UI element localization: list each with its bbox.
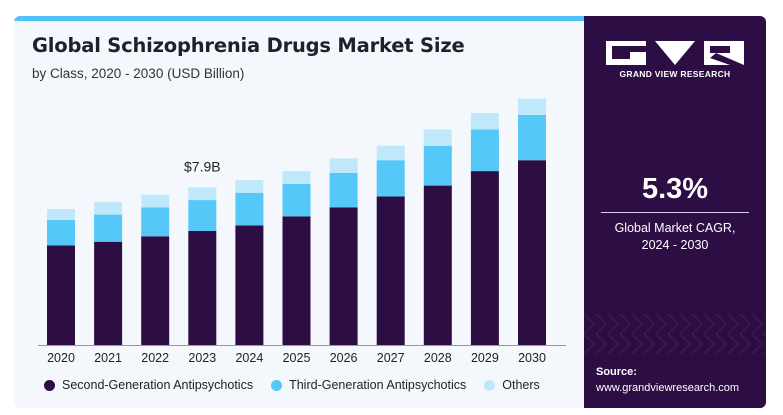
bar-segment-2026-series-2 (329, 172, 358, 208)
bar-segment-2029-series-3 (470, 113, 499, 130)
info-panel: GRAND VIEW RESEARCH 5.3% Global Market C… (584, 16, 766, 408)
bar-segment-2030-series-2 (518, 114, 546, 161)
bar-segment-2023-series-1 (188, 230, 217, 345)
cagr-label-line1: Global Market CAGR, (614, 221, 736, 235)
source-label: Source: (596, 366, 637, 378)
x-tick-label-2029: 2029 (471, 351, 499, 365)
legend-swatch-third-gen (271, 379, 283, 391)
bar-segment-2024-series-1 (235, 225, 264, 345)
bar-segment-2021-series-2 (94, 214, 123, 242)
bar-segment-2028-series-1 (423, 185, 452, 345)
bar-segment-2022-series-1 (141, 236, 170, 345)
legend-swatch-second-gen (44, 379, 55, 391)
source-link[interactable]: www.grandviewresearch.com (596, 382, 740, 394)
legend-swatch-others (484, 379, 496, 391)
cagr-label: Global Market CAGR, 2024 - 2030 (584, 220, 766, 254)
grand-view-research-logo-icon (606, 41, 744, 65)
data-label-2023: $7.9B (184, 158, 221, 174)
legend-item-others: Others (484, 378, 540, 392)
bar-segment-2028-series-3 (423, 129, 452, 146)
bar-segment-2025-series-2 (282, 183, 311, 217)
bar-segment-2025-series-1 (282, 216, 311, 345)
bar-segment-2024-series-2 (235, 192, 264, 226)
x-tick-label-2020: 2020 (47, 351, 75, 365)
legend-label-third-gen: Third-Generation Antipsychotics (289, 378, 467, 392)
bar-segment-2020-series-2 (47, 220, 75, 246)
x-tick-label-2021: 2021 (94, 351, 122, 365)
legend-item-third-gen: Third-Generation Antipsychotics (271, 378, 466, 392)
bar-segment-2030-series-3 (518, 98, 546, 115)
bar-segment-2025-series-3 (282, 171, 311, 184)
legend-label-others: Others (502, 378, 540, 392)
legend: Second-Generation Antipsychotics Third-G… (44, 378, 558, 392)
bar-segment-2026-series-3 (329, 158, 358, 173)
cagr-divider (601, 212, 749, 213)
bar-segment-2020-series-3 (47, 209, 75, 220)
bar-segment-2021-series-3 (94, 201, 123, 215)
decorative-pattern (584, 314, 766, 355)
bar-segment-2022-series-2 (141, 207, 170, 237)
x-tick-label-2027: 2027 (377, 351, 405, 365)
stacked-bar-chart: 2020 2021 2022 2023 2024 2025 2026 2027 2028 2029… (38, 98, 566, 365)
bar-segment-2023-series-2 (188, 200, 217, 231)
legend-item-second-gen: Second-Generation Antipsychotics (44, 378, 253, 392)
chart-title: Global Schizophrenia Drugs Market Size (32, 34, 465, 57)
bar-segment-2028-series-2 (423, 145, 452, 186)
bar-segment-2023-series-3 (188, 187, 217, 201)
bar-segment-2027-series-3 (376, 145, 405, 161)
brand-name: GRAND VIEW RESEARCH (619, 69, 731, 79)
bar-segment-2022-series-3 (141, 194, 170, 208)
x-tick-label-2024: 2024 (235, 351, 263, 365)
x-tick-label-2028: 2028 (424, 351, 452, 365)
bar-segment-2029-series-1 (470, 171, 499, 345)
x-tick-label-2025: 2025 (283, 351, 311, 365)
chart-subtitle: by Class, 2020 - 2030 (USD Billion) (32, 66, 245, 81)
bar-segment-2020-series-1 (47, 245, 75, 345)
bar-segment-2024-series-3 (235, 180, 264, 193)
bar-segment-2021-series-1 (94, 241, 123, 345)
bar-segment-2029-series-2 (470, 129, 499, 172)
cagr-value: 5.3% (641, 173, 709, 205)
x-tick-label-2023: 2023 (188, 351, 216, 365)
x-tick-label-2030: 2030 (518, 351, 546, 365)
accent-bar (14, 16, 584, 21)
bar-segment-2027-series-1 (376, 196, 405, 345)
bar-segment-2030-series-1 (518, 160, 546, 345)
chart-card: Global Schizophrenia Drugs Market Size b… (14, 16, 766, 408)
legend-label-second-gen: Second-Generation Antipsychotics (62, 378, 254, 392)
bar-segment-2026-series-1 (329, 207, 358, 345)
x-tick-label-2022: 2022 (141, 351, 169, 365)
bar-segment-2027-series-2 (376, 160, 405, 197)
x-tick-label-2026: 2026 (330, 351, 358, 365)
cagr-label-line2: 2024 - 2030 (641, 238, 709, 252)
